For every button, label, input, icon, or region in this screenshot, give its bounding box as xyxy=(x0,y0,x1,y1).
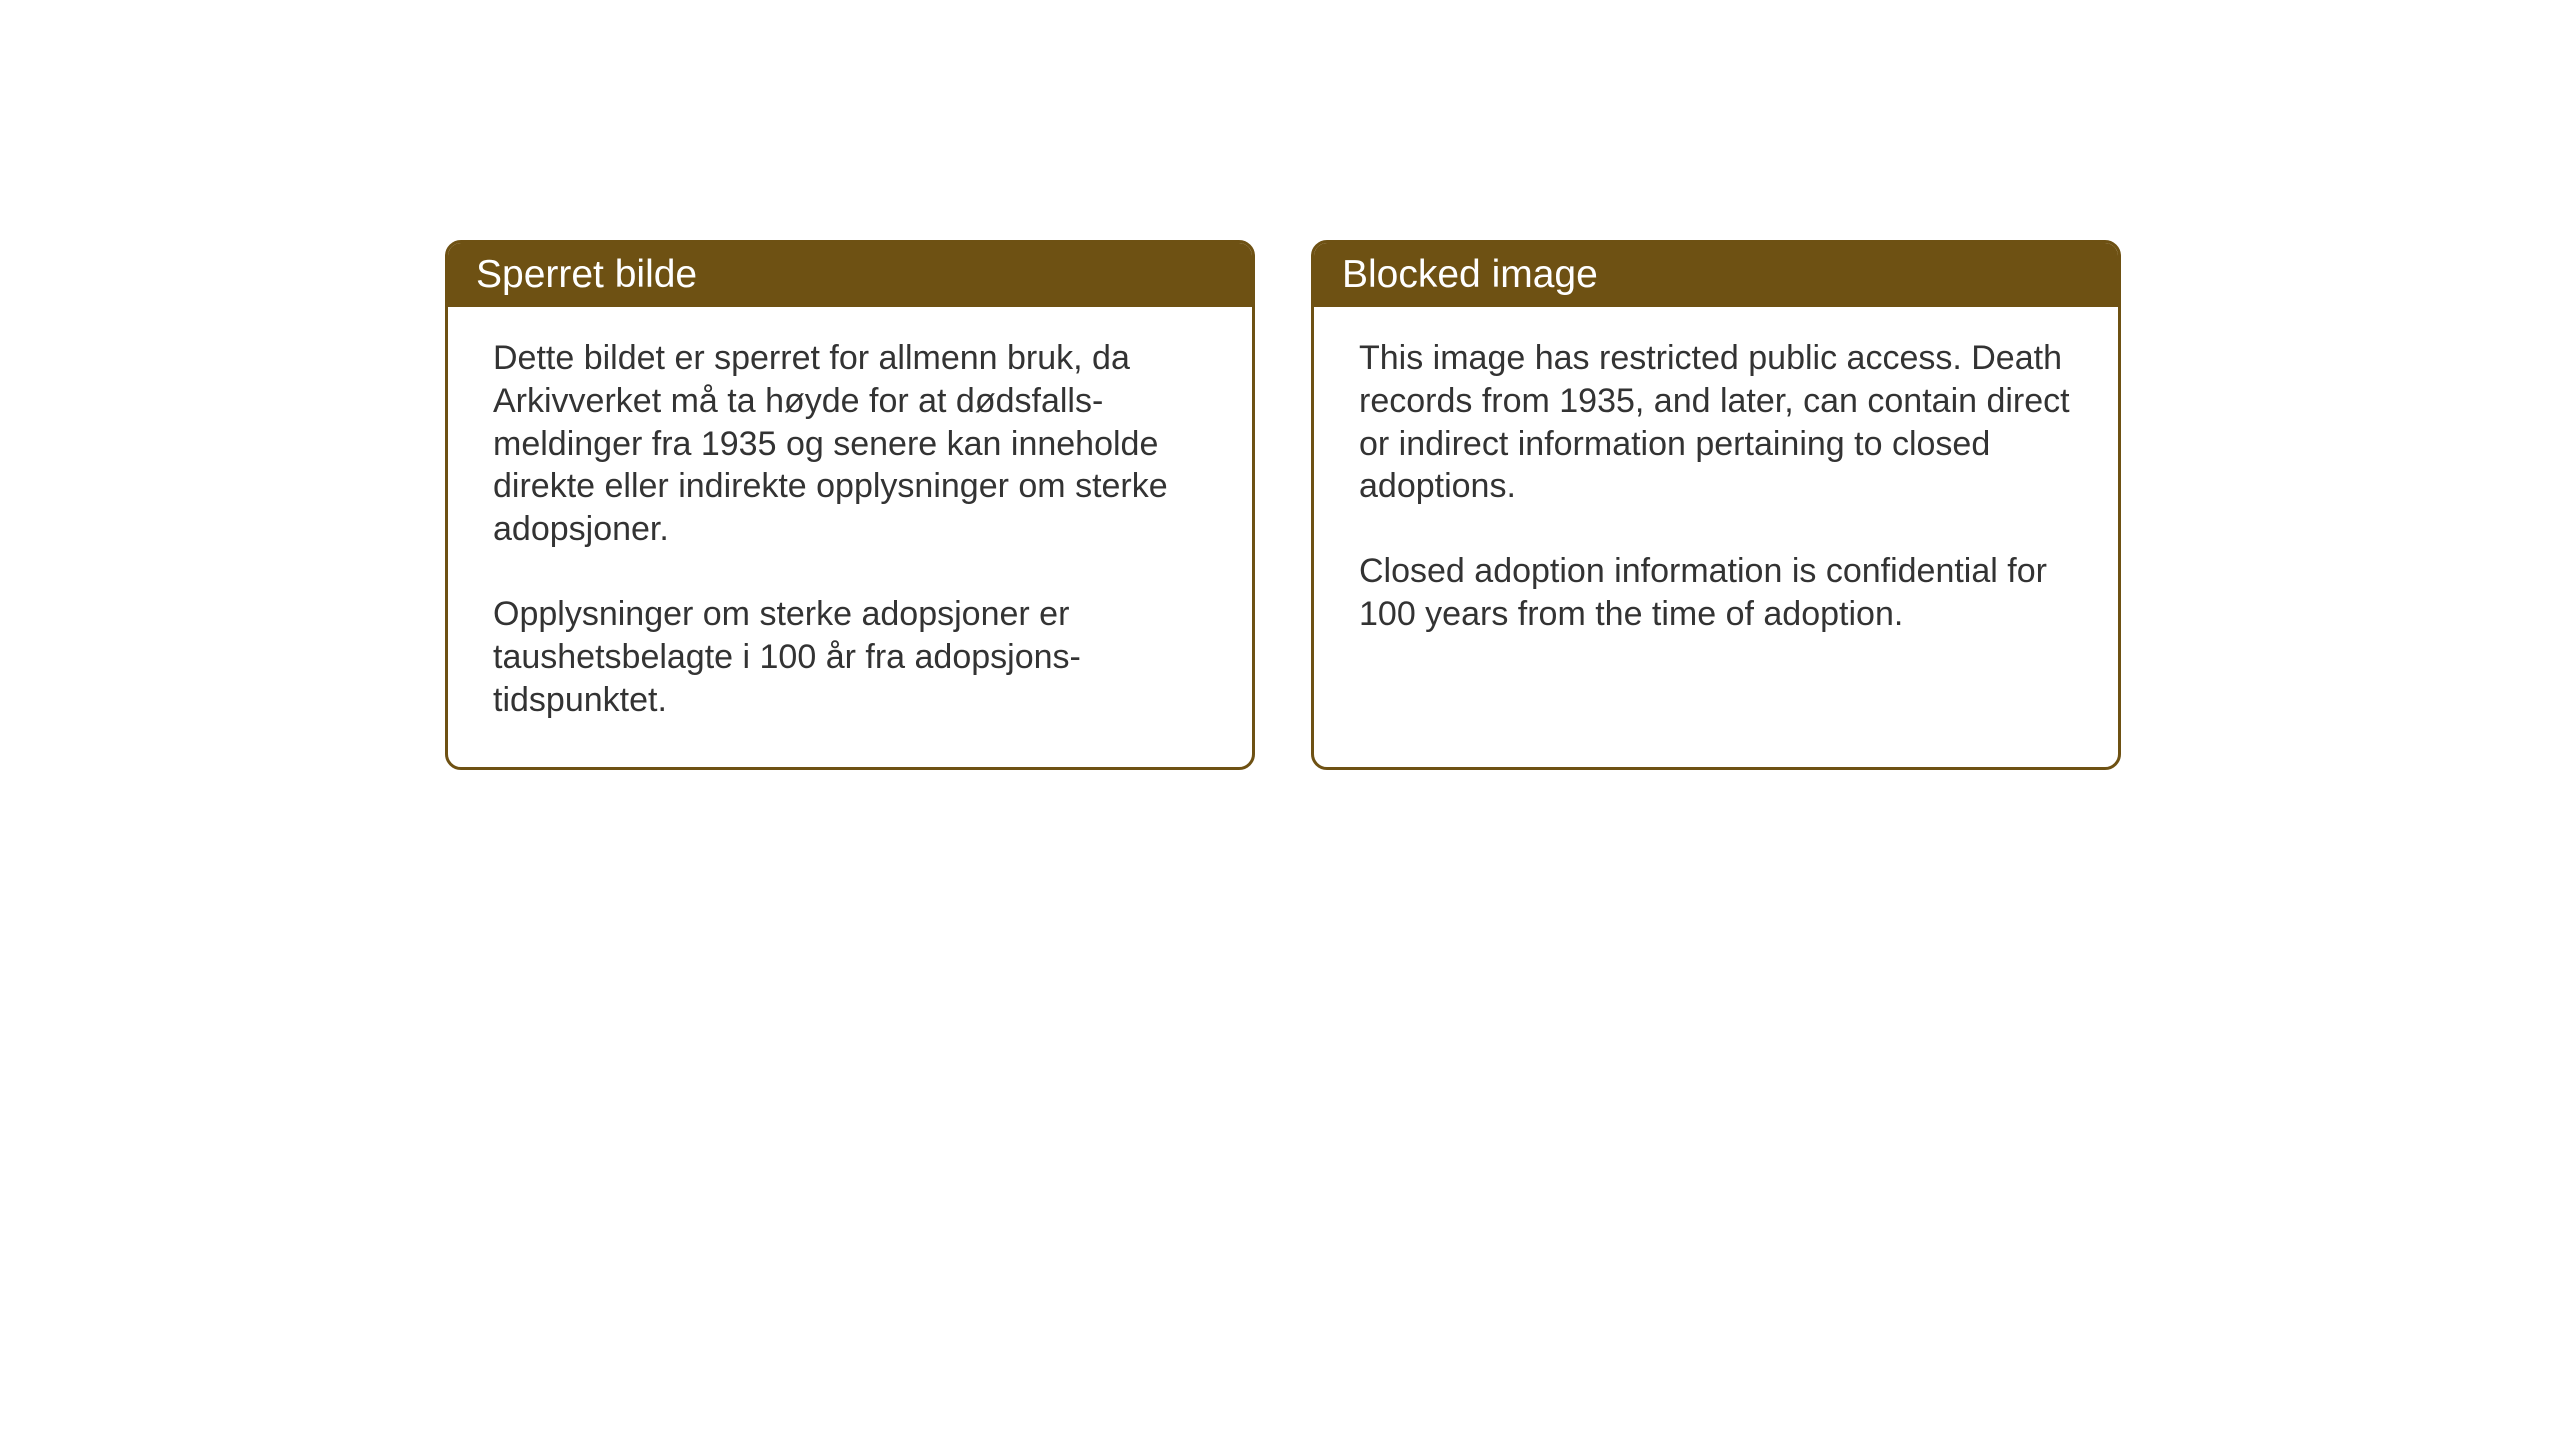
notice-paragraph: Opplysninger om sterke adopsjoner er tau… xyxy=(493,593,1207,721)
notice-body-english: This image has restricted public access.… xyxy=(1314,307,2118,681)
notice-box-english: Blocked image This image has restricted … xyxy=(1311,240,2121,770)
notice-paragraph: This image has restricted public access.… xyxy=(1359,337,2073,508)
notice-header-english: Blocked image xyxy=(1314,243,2118,307)
notice-body-norwegian: Dette bildet er sperret for allmenn bruk… xyxy=(448,307,1252,767)
notice-container: Sperret bilde Dette bildet er sperret fo… xyxy=(445,240,2121,770)
notice-paragraph: Dette bildet er sperret for allmenn bruk… xyxy=(493,337,1207,551)
notice-paragraph: Closed adoption information is confident… xyxy=(1359,550,2073,636)
notice-box-norwegian: Sperret bilde Dette bildet er sperret fo… xyxy=(445,240,1255,770)
notice-header-norwegian: Sperret bilde xyxy=(448,243,1252,307)
